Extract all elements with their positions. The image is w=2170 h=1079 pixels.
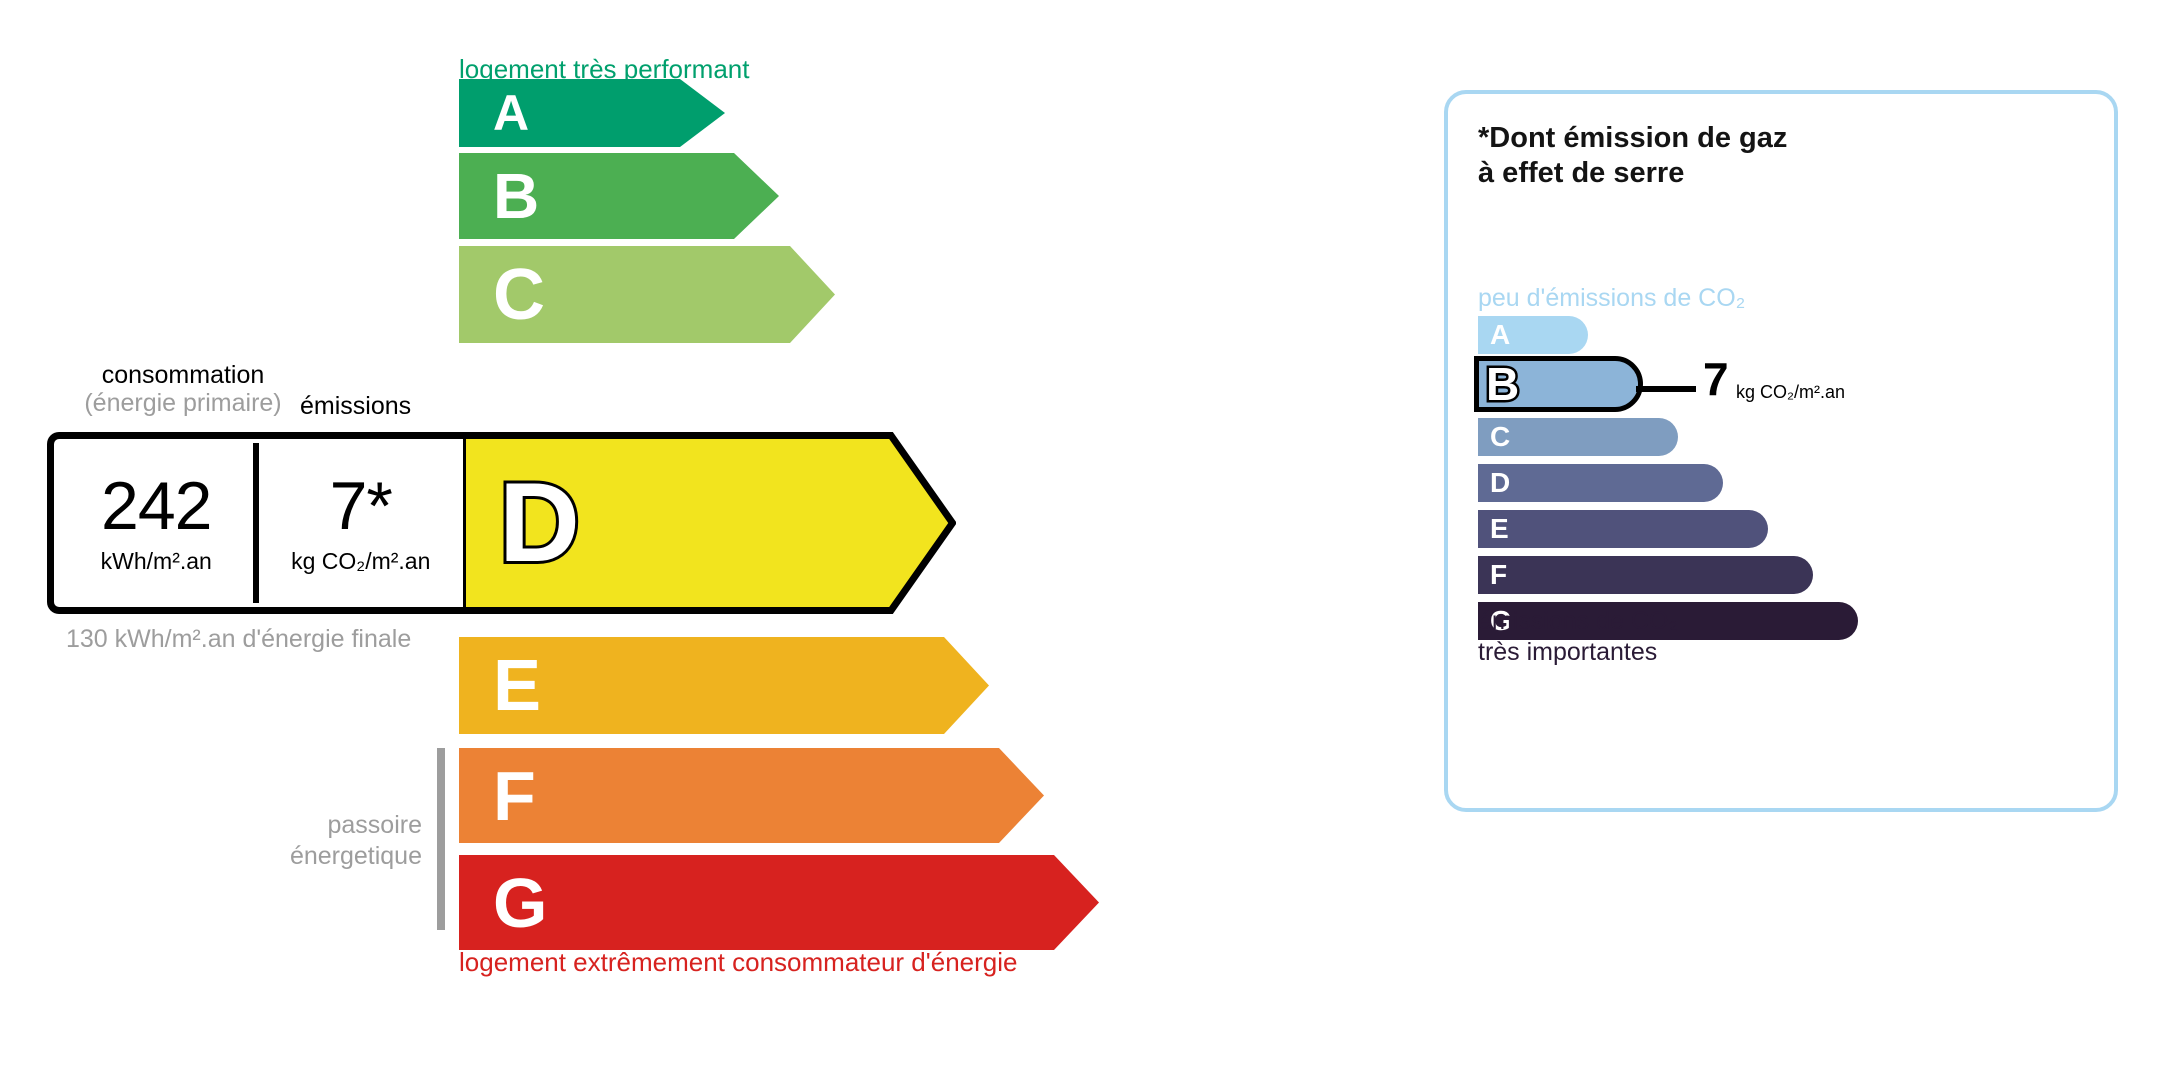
consumption-value: 242 [101,467,212,544]
energy-band-letter-e: E [493,645,542,726]
co2-bar-letter-g: G [1490,605,1512,636]
co2-bar-letter-e: E [1490,513,1509,544]
consumption-unit: kWh/m².an [100,547,212,574]
co2-leader-line [1636,386,1696,392]
value-readout-box: 242 kWh/m².an 7* kg CO₂/m².an [47,432,463,614]
consumption-label-sub: (énergie primaire) [84,388,282,417]
energy-band-shape-e [459,637,989,734]
consumption-value-cell: 242 kWh/m².an [54,439,259,607]
co2-bar-row-b: B [1474,356,1643,412]
co2-bar-row-a: A [1478,316,1588,354]
co2-bar-b [1474,356,1643,412]
co2-bar-row-g: G [1478,602,1858,640]
co2-bar-d [1478,464,1723,502]
co2-bar-a [1478,316,1588,354]
co2-bar-f [1478,556,1813,594]
consumption-label: consommation (énergie primaire) [68,361,298,417]
co2-bar-letter-a: A [1490,319,1511,350]
energy-band-shape-b [459,153,779,239]
co2-bar-letter-b: B [1483,358,1521,410]
co2-bar-row-d: D [1478,464,1723,502]
emissions-value: 7* [329,467,393,544]
co2-bar-letter-f: F [1490,559,1508,590]
emissions-value-cell: 7* kg CO₂/m².an [259,439,464,607]
co2-value-unit: kg CO₂/m².an [1736,382,1846,402]
co2-bar-row-f: F [1478,556,1813,594]
energy-band-b: B [459,153,779,239]
co2-panel-title: *Dont émission de gaz à effet de serre [1478,122,1788,189]
energy-band-e: E [459,637,989,734]
passoire-bracket [437,748,445,930]
energy-band-letter-g: G [493,863,548,942]
energy-band-letter-b: B [493,160,540,232]
passoire-label: passoire énergetique [289,811,422,870]
co2-emissions-panel: *Dont émission de gaz à effet de serre p… [1444,90,2118,812]
energy-band-shape-f [459,748,1044,843]
co2-bar-c [1478,418,1678,456]
final-energy-footnote: 130 kWh/m².an d'énergie finale [66,625,412,653]
energy-band-a: A [459,79,725,147]
co2-bar-row-e: E [1478,510,1768,548]
co2-bar-letter-c: C [1490,421,1511,452]
energy-band-g: G [459,855,1099,950]
co2-top-annotation: peu d'émissions de CO₂ [1478,284,1746,312]
energy-band-f: F [459,748,1044,843]
co2-bar-row-c: C [1478,418,1678,456]
energy-band-d: D [459,432,956,614]
co2-value: 7 [1703,353,1729,405]
co2-bottom-annotation: émissions de CO₂ très importantes [1478,607,1679,666]
energy-band-shape-a [459,79,725,147]
emissions-unit: kg CO₂/m².an [291,547,431,574]
energy-band-shape-g [459,855,1099,950]
co2-bar-letter-d: D [1490,467,1511,498]
co2-bar-g [1478,602,1858,640]
energy-band-c: C [459,246,835,343]
energy-band-letter-d: D [496,460,583,585]
energy-bottom-annotation: logement extrêmement consommateur d'éner… [459,947,1018,977]
energy-band-letter-c: C [493,254,545,335]
energy-band-shape-c [459,246,835,343]
energy-band-letter-f: F [493,756,536,835]
emissions-label: émissions [300,392,412,420]
consumption-label-main: consommation [101,361,265,389]
co2-bar-e [1478,510,1768,548]
energy-band-letter-a: A [493,85,530,141]
